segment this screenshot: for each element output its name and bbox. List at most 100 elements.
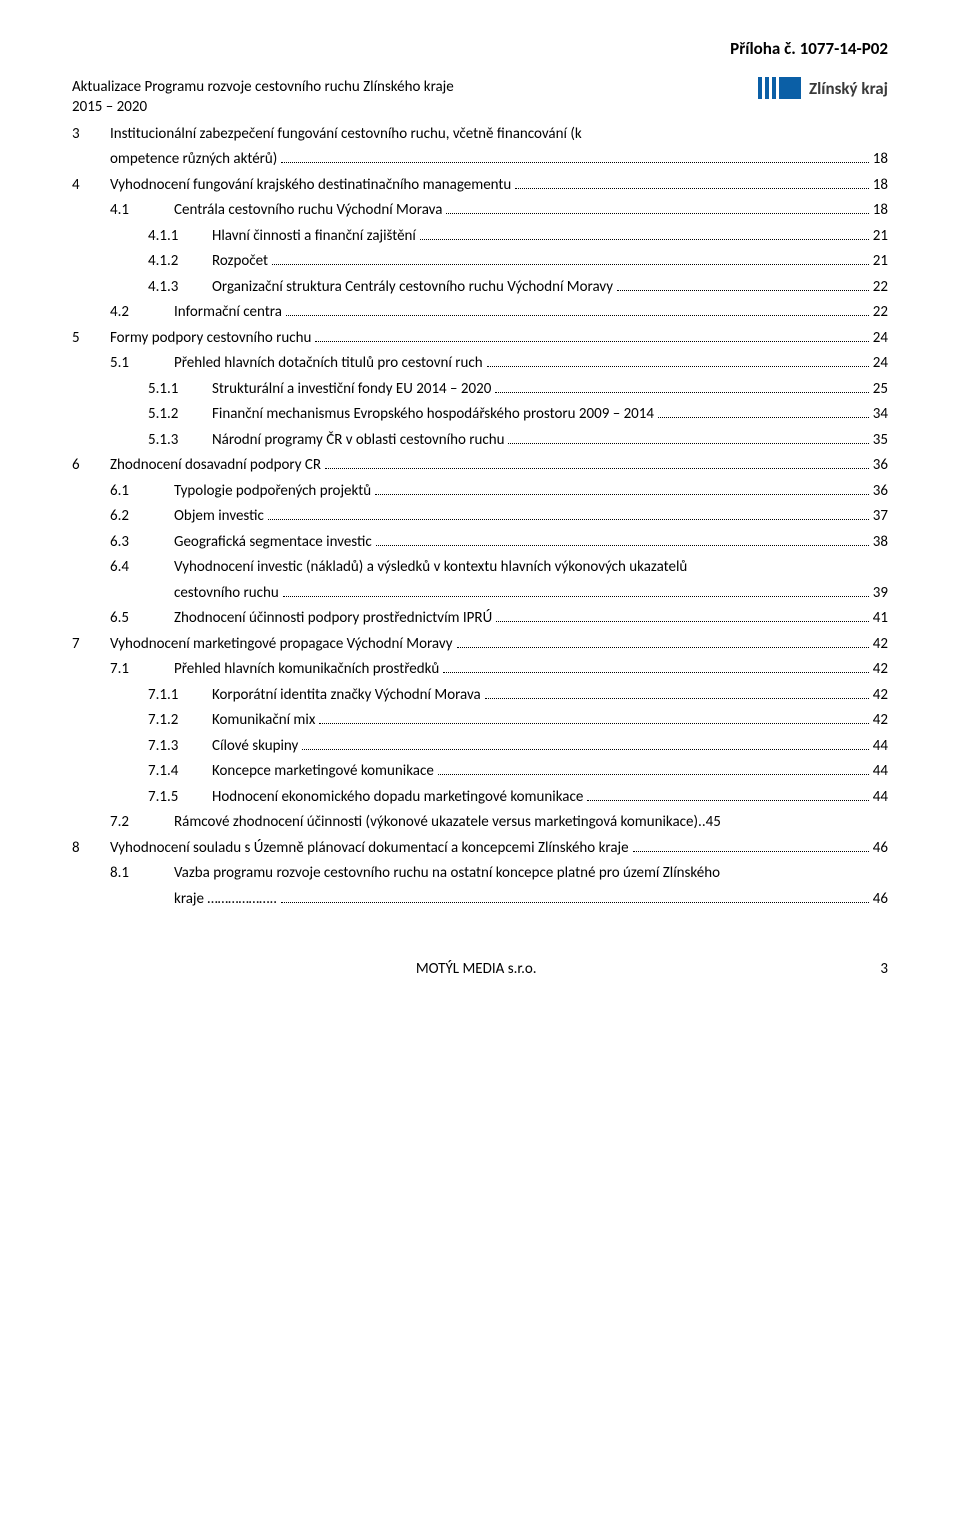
toc-title: Vyhodnocení fungování krajského destinat… (110, 173, 511, 199)
footer-center: MOTÝL MEDIA s.r.o. (72, 960, 880, 978)
toc-entry: 7.2Rámcové zhodnocení účinnosti (výkonov… (72, 810, 888, 836)
toc-entry: 5.1.3Národní programy ČR v oblasti cesto… (72, 428, 888, 454)
toc-page: 41 (873, 606, 888, 632)
toc-title: Finanční mechanismus Evropského hospodář… (212, 402, 654, 428)
toc-leader (587, 787, 868, 801)
footer-page-number: 3 (880, 960, 888, 978)
toc-title: Komunikační mix (212, 708, 315, 734)
toc-page: 24 (873, 351, 888, 377)
toc-leader (495, 379, 868, 393)
toc-title: Vyhodnocení souladu s Územně plánovací d… (110, 836, 629, 862)
toc-leader (272, 252, 869, 266)
toc-title: Informační centra (174, 300, 282, 326)
toc-page: 44 (873, 734, 888, 760)
toc-number: 7.1.5 (148, 785, 212, 811)
toc-page: 25 (873, 377, 888, 403)
toc-leader (325, 456, 869, 470)
toc-page: 22 (873, 300, 888, 326)
toc-leader (375, 481, 869, 495)
toc-page: 44 (873, 759, 888, 785)
toc-title: Hlavní činnosti a finanční zajištění (212, 224, 416, 250)
toc-page: 42 (873, 708, 888, 734)
toc-number: 4 (72, 173, 110, 199)
table-of-contents: 3Institucionální zabezpečení fungování c… (72, 122, 888, 913)
toc-leader (487, 354, 869, 368)
toc-number: 6.4 (110, 555, 174, 581)
toc-entry: 7Vyhodnocení marketingové propagace Vých… (72, 632, 888, 658)
toc-entry: 6.4Vyhodnocení investic (nákladů) a výsl… (72, 555, 888, 606)
toc-number: 6.1 (110, 479, 174, 505)
toc-title: Organizační struktura Centrály cestovníh… (212, 275, 613, 301)
toc-entry: 7.1.4Koncepce marketingové komunikace44 (72, 759, 888, 785)
toc-page: 18 (873, 198, 888, 224)
toc-leader (485, 685, 869, 699)
toc-entry: 4.1.1Hlavní činnosti a finanční zajištěn… (72, 224, 888, 250)
toc-title: Institucionální zabezpečení fungování ce… (110, 122, 888, 148)
toc-leader (457, 634, 869, 648)
toc-title: Hodnocení ekonomického dopadu marketingo… (212, 785, 583, 811)
toc-leader (281, 150, 868, 164)
toc-number: 4.1.3 (148, 275, 212, 301)
toc-page: 24 (873, 326, 888, 352)
toc-leader (446, 201, 868, 215)
toc-entry: 6.2Objem investic37 (72, 504, 888, 530)
toc-page: 35 (873, 428, 888, 454)
toc-number: 5.1.1 (148, 377, 212, 403)
toc-leader (281, 889, 869, 903)
toc-page: 18 (873, 147, 888, 173)
toc-leader (633, 838, 869, 852)
toc-number: 5.1.2 (148, 402, 212, 428)
toc-number: 7.2 (110, 810, 174, 836)
toc-leader (658, 405, 869, 419)
page-footer: MOTÝL MEDIA s.r.o. 3 (72, 960, 888, 978)
toc-number: 6 (72, 453, 110, 479)
toc-title: Typologie podpořených projektů (174, 479, 371, 505)
toc-title-cont: ompetence různých aktérů) (110, 147, 277, 173)
toc-page: 46 (873, 836, 888, 862)
toc-title: Zhodnocení dosavadní podpory CR (110, 453, 321, 479)
logo-icon (758, 77, 801, 99)
toc-page: 37 (873, 504, 888, 530)
toc-page: 21 (873, 249, 888, 275)
toc-title: Rozpočet (212, 249, 268, 275)
toc-page: 18 (873, 173, 888, 199)
logo-text: Zlínský kraj (809, 78, 888, 99)
toc-entry: 4.2Informační centra22 (72, 300, 888, 326)
toc-entry: 3Institucionální zabezpečení fungování c… (72, 122, 888, 173)
logo: Zlínský kraj (758, 77, 888, 99)
toc-entry: 6.3Geografická segmentace investic38 (72, 530, 888, 556)
toc-entry: 5.1.1Strukturální a investiční fondy EU … (72, 377, 888, 403)
toc-leader: .. (698, 810, 706, 836)
document-header: Aktualizace Programu rozvoje cestovního … (72, 77, 888, 118)
toc-leader (496, 609, 869, 623)
toc-leader (319, 711, 868, 725)
toc-leader (302, 736, 868, 750)
toc-number: 8.1 (110, 861, 174, 887)
toc-number: 5.1 (110, 351, 174, 377)
toc-number: 5 (72, 326, 110, 352)
toc-title: Korporátní identita značky Východní Mora… (212, 683, 481, 709)
toc-number: 7.1.2 (148, 708, 212, 734)
toc-title: Vyhodnocení investic (nákladů) a výsledk… (174, 555, 888, 581)
toc-entry: 4.1Centrála cestovního ruchu Východní Mo… (72, 198, 888, 224)
toc-title: Objem investic (174, 504, 264, 530)
toc-entry: 4Vyhodnocení fungování krajského destina… (72, 173, 888, 199)
toc-title: Přehled hlavních komunikačních prostředk… (174, 657, 439, 683)
toc-title: Geografická segmentace investic (174, 530, 372, 556)
toc-number: 6.5 (110, 606, 174, 632)
toc-entry: 4.1.3Organizační struktura Centrály cest… (72, 275, 888, 301)
toc-leader (617, 277, 869, 291)
toc-page: 44 (873, 785, 888, 811)
toc-entry: 7.1.5Hodnocení ekonomického dopadu marke… (72, 785, 888, 811)
document-title-line2: 2015 – 2020 (72, 98, 147, 116)
toc-page: 36 (873, 479, 888, 505)
toc-number: 3 (72, 122, 110, 148)
attachment-label: Příloha č. 1077-14-P02 (72, 38, 888, 59)
toc-entry: 6Zhodnocení dosavadní podpory CR 36 (72, 453, 888, 479)
toc-leader (286, 303, 869, 317)
toc-page: 36 (873, 453, 888, 479)
toc-entry: 4.1.2Rozpočet21 (72, 249, 888, 275)
toc-page: 21 (873, 224, 888, 250)
toc-leader (438, 762, 869, 776)
toc-entry: 7.1Přehled hlavních komunikačních prostř… (72, 657, 888, 683)
